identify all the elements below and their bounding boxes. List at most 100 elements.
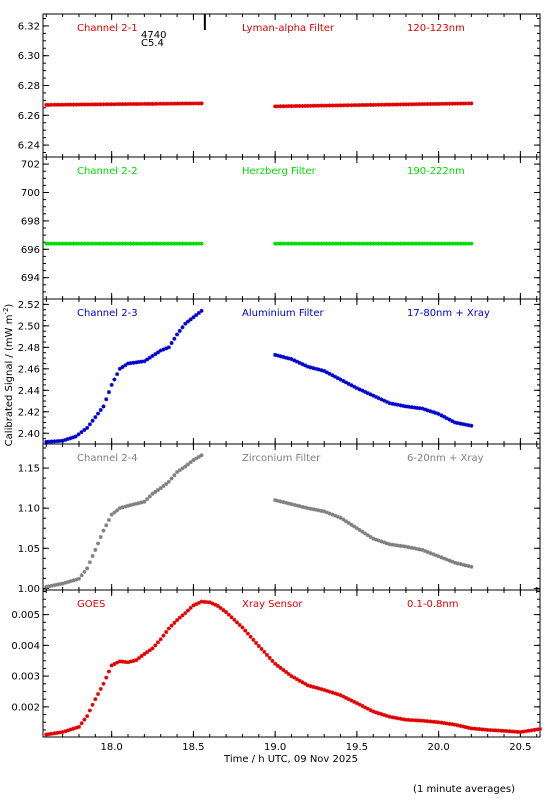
data-point (226, 612, 231, 617)
data-point (185, 462, 190, 467)
data-point (155, 487, 160, 492)
data-point (314, 103, 319, 108)
data-point (341, 694, 346, 699)
data-point (79, 430, 84, 435)
data-point (447, 558, 452, 563)
data-point (333, 103, 338, 108)
data-point (106, 669, 111, 674)
data-point (433, 101, 438, 106)
data-point (131, 102, 136, 107)
data-point (292, 358, 297, 363)
data-point (354, 103, 359, 108)
data-point (444, 557, 449, 562)
data-point (153, 489, 158, 494)
data-point (139, 654, 144, 659)
data-point (87, 241, 92, 246)
data-point (196, 101, 201, 106)
data-point (74, 725, 79, 730)
data-point (376, 241, 381, 246)
data-point (240, 625, 245, 630)
data-point (311, 507, 316, 512)
data-point (188, 460, 193, 465)
data-point (82, 241, 87, 246)
data-point (521, 729, 526, 734)
data-point (109, 241, 114, 246)
data-point (76, 432, 81, 437)
data-point (104, 675, 109, 680)
data-point (117, 241, 122, 246)
data-point (455, 561, 460, 566)
data-point (371, 393, 376, 398)
data-point (126, 241, 131, 246)
data-point (327, 371, 332, 376)
data-point (390, 715, 395, 720)
data-point (294, 104, 299, 109)
data-point (409, 102, 414, 107)
data-point (191, 241, 196, 246)
y-tick-label: 6.24 (18, 141, 40, 152)
data-point (172, 101, 177, 106)
data-point (523, 729, 528, 734)
data-point (196, 310, 201, 315)
data-point (66, 241, 71, 246)
data-point (333, 374, 338, 379)
panel-2: 694 696 698 700 702 Channel 2-2 Herzberg Filte… (21, 156, 541, 300)
data-point (71, 241, 76, 246)
data-point (199, 241, 204, 246)
data-point (420, 241, 425, 246)
data-point (96, 241, 101, 246)
data-point (403, 717, 408, 722)
data-point (466, 101, 471, 106)
data-point (74, 102, 79, 107)
data-point (289, 241, 294, 246)
data-point (131, 502, 136, 507)
data-point (150, 241, 155, 246)
data-point (395, 402, 400, 407)
data-point (76, 102, 81, 107)
data-point (278, 499, 283, 504)
data-point (90, 418, 95, 423)
data-point (376, 102, 381, 107)
data-point (175, 241, 180, 246)
data-point (382, 398, 387, 403)
data-point (123, 102, 128, 107)
data-point (93, 102, 98, 107)
data-point (49, 241, 54, 246)
data-point (316, 241, 321, 246)
data-point (284, 355, 289, 360)
data-point (330, 373, 335, 378)
data-point (278, 241, 283, 246)
data-point (417, 547, 422, 552)
data-point (281, 241, 286, 246)
data-point (169, 476, 174, 481)
data-point (273, 661, 278, 666)
y-tick-label: 0.004 (11, 641, 40, 652)
data-point (387, 714, 392, 719)
data-point (185, 241, 190, 246)
panel-filter-label: Zirconium Filter (242, 453, 321, 464)
data-point (294, 359, 299, 364)
data-point (76, 724, 81, 729)
data-point (49, 439, 54, 444)
data-point (442, 241, 447, 246)
data-point (384, 241, 389, 246)
data-point (128, 361, 133, 366)
data-point (46, 439, 51, 444)
data-point (431, 241, 436, 246)
data-point (303, 363, 308, 368)
data-point (177, 241, 182, 246)
data-point (98, 535, 103, 540)
data-point (106, 241, 111, 246)
data-point (104, 397, 109, 402)
data-point (229, 615, 234, 620)
data-point (409, 405, 414, 410)
data-point (147, 494, 152, 499)
data-point (532, 727, 537, 732)
data-point (384, 713, 389, 718)
panel-band-label: 120-123nm (407, 23, 465, 34)
data-point (117, 659, 122, 664)
data-point (431, 719, 436, 724)
data-point (458, 421, 463, 426)
data-point (134, 658, 139, 663)
data-point (414, 546, 419, 551)
